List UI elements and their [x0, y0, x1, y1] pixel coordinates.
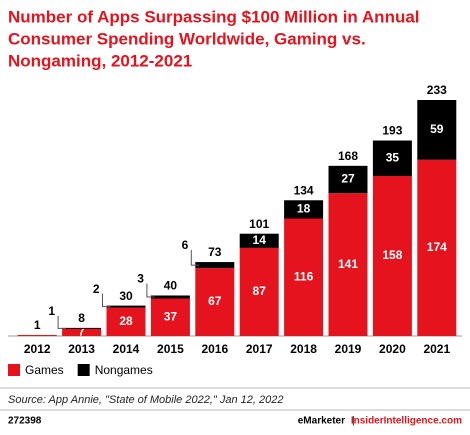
- bar-segment: [417, 159, 457, 336]
- legend-swatch: [77, 364, 90, 376]
- total-label: 193: [382, 124, 402, 138]
- x-tick-label: 2014: [113, 342, 140, 356]
- bar-segment: [239, 247, 279, 336]
- x-tick-label: 2021: [423, 342, 450, 356]
- bar-segment: [106, 307, 146, 336]
- value-label: 87: [253, 284, 267, 298]
- x-tick-label: 2017: [246, 342, 273, 356]
- bar-segment: [17, 334, 57, 336]
- bar-segment: [150, 295, 190, 299]
- total-label: 40: [164, 279, 178, 293]
- bar-segment: [195, 268, 235, 336]
- value-label: 14: [253, 233, 267, 247]
- total-label: 1: [34, 318, 41, 332]
- value-label: 3: [137, 272, 144, 286]
- x-tick-label: 2013: [68, 342, 95, 356]
- chart-id: 272398: [8, 416, 42, 427]
- bar-segment: [284, 200, 324, 219]
- value-label: 7: [78, 325, 85, 339]
- bar-segment: [372, 140, 412, 176]
- callout: [57, 315, 67, 329]
- x-tick-label: 2015: [157, 342, 184, 356]
- value-label: 59: [430, 122, 444, 136]
- value-label: 2: [93, 282, 100, 296]
- bar-segment: [150, 298, 190, 336]
- callout: [102, 293, 111, 308]
- value-label: 18: [297, 202, 311, 216]
- value-label: 67: [208, 294, 222, 308]
- legend-swatch: [8, 364, 20, 376]
- value-label: 28: [119, 314, 133, 328]
- website: InsiderIntelligence.com: [351, 416, 462, 427]
- x-tick-label: 2012: [24, 342, 51, 356]
- separator: |: [352, 416, 355, 427]
- chart-title: Number of Apps Surpassing $100 Million i…: [8, 7, 420, 26]
- bar-segment: [62, 328, 102, 336]
- value-label: 6: [182, 238, 189, 252]
- source: Source: App Annie, "State of Mobile 2022…: [8, 394, 283, 406]
- total-label: 101: [249, 217, 269, 231]
- value-label: 35: [386, 150, 400, 164]
- bar-segment: [284, 218, 324, 336]
- chart-title: Nongaming, 2012-2021: [8, 51, 192, 70]
- bar-segment: [328, 165, 368, 194]
- total-label: 30: [119, 289, 133, 303]
- bar-segment: [372, 175, 412, 336]
- callout: [190, 250, 200, 266]
- chart-title: Consumer Spending Worldwide, Gaming vs.: [8, 29, 366, 48]
- value-label: 1: [48, 304, 55, 318]
- bar-segment: [62, 327, 102, 329]
- value-label: 116: [294, 269, 314, 283]
- total-label: 134: [294, 183, 314, 197]
- value-label: 174: [427, 240, 447, 254]
- legend-label: Nongames: [95, 363, 153, 377]
- bar-segment: [106, 305, 146, 308]
- bar-segment: [328, 193, 368, 336]
- total-label: 168: [338, 149, 358, 163]
- bar-segment: [417, 100, 457, 160]
- total-label: 233: [427, 83, 447, 97]
- brand: eMarketer: [298, 416, 345, 427]
- bar-segment: [195, 262, 235, 269]
- value-label: 27: [341, 172, 355, 186]
- value-label: 158: [382, 248, 402, 262]
- value-label: 37: [164, 309, 178, 323]
- x-tick-label: 2020: [379, 342, 406, 356]
- value-label: 141: [338, 257, 358, 271]
- total-label: 73: [208, 245, 222, 259]
- legend-label: Games: [25, 363, 64, 377]
- bar-segment: [239, 233, 279, 248]
- x-tick-label: 2018: [290, 342, 317, 356]
- total-label: 8: [78, 311, 85, 325]
- callout: [146, 283, 155, 298]
- x-tick-label: 2016: [201, 342, 228, 356]
- x-tick-label: 2019: [335, 342, 362, 356]
